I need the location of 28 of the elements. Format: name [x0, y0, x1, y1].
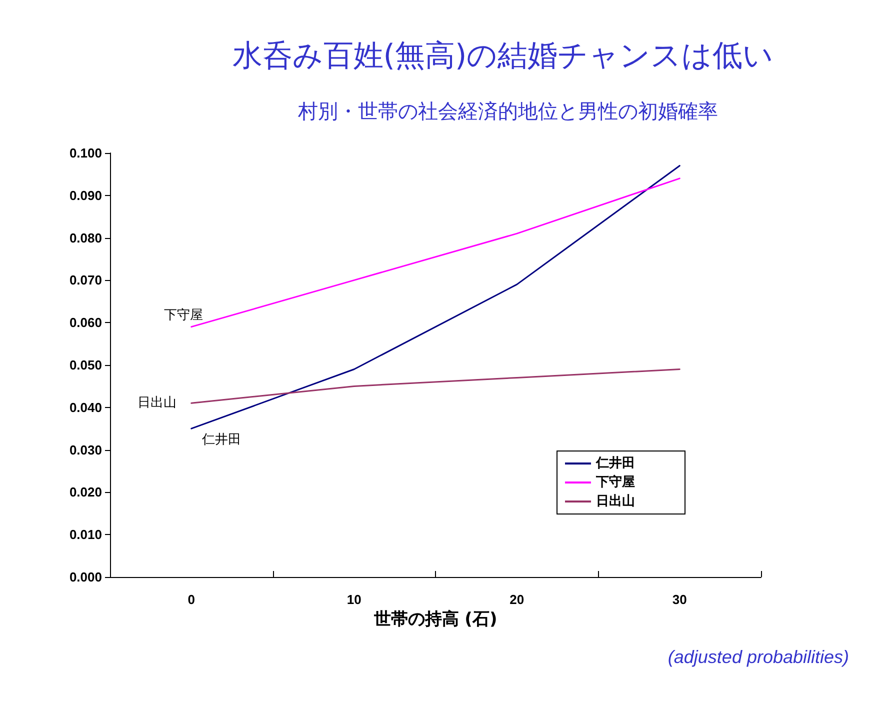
y-tick-label: 0.000 [69, 570, 102, 584]
y-tick-label: 0.100 [69, 146, 102, 160]
chart-title: 水呑み百姓(無高)の結婚チャンスは低い [232, 38, 774, 74]
y-tick-label: 0.030 [69, 442, 102, 458]
x-axis-title: 世帯の持高 (石) [372, 610, 498, 630]
line-series [190, 164, 680, 430]
y-tick-label: 0.060 [69, 315, 102, 330]
y-tick-label: 0.020 [69, 484, 102, 500]
x-tick-label: 30 [672, 592, 687, 607]
legend-label: 仁井田 [595, 456, 635, 471]
line-series [190, 178, 680, 328]
text: (adjusted probabilities) [668, 647, 850, 667]
x-tick-label: 0 [188, 592, 195, 607]
x-tick-label: 10 [346, 592, 362, 607]
y-tick-label: 0.070 [69, 272, 102, 288]
y-tick-label: 0.050 [69, 358, 102, 372]
x-tick-label: 20 [510, 592, 524, 607]
chart-subtitle: 村別・世帯の社会経済的地位と男性の初婚確率 [297, 99, 718, 123]
y-tick-label: 0.090 [69, 188, 102, 203]
legend-label: 下守屋 [595, 474, 635, 490]
text: 日出山 [137, 396, 176, 411]
legend-label: 日出山 [596, 494, 635, 509]
text: 下守屋 [164, 308, 203, 323]
line-series [190, 368, 680, 404]
y-tick-label: 0.080 [69, 230, 102, 246]
text: 仁井田 [202, 432, 241, 448]
y-tick-label: 0.010 [69, 527, 102, 542]
y-tick-label: 0.040 [69, 400, 102, 415]
